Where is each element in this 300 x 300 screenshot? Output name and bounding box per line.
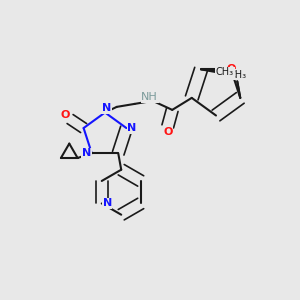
Text: N: N [102,103,111,113]
Text: O: O [163,127,172,137]
Text: O: O [61,110,70,119]
Text: CH₃: CH₃ [216,68,234,77]
Text: N: N [82,148,91,158]
Text: N: N [103,199,112,208]
Text: CH₃: CH₃ [228,70,246,80]
Text: O: O [226,64,236,74]
Text: NH: NH [141,92,158,102]
Text: N: N [127,123,136,133]
